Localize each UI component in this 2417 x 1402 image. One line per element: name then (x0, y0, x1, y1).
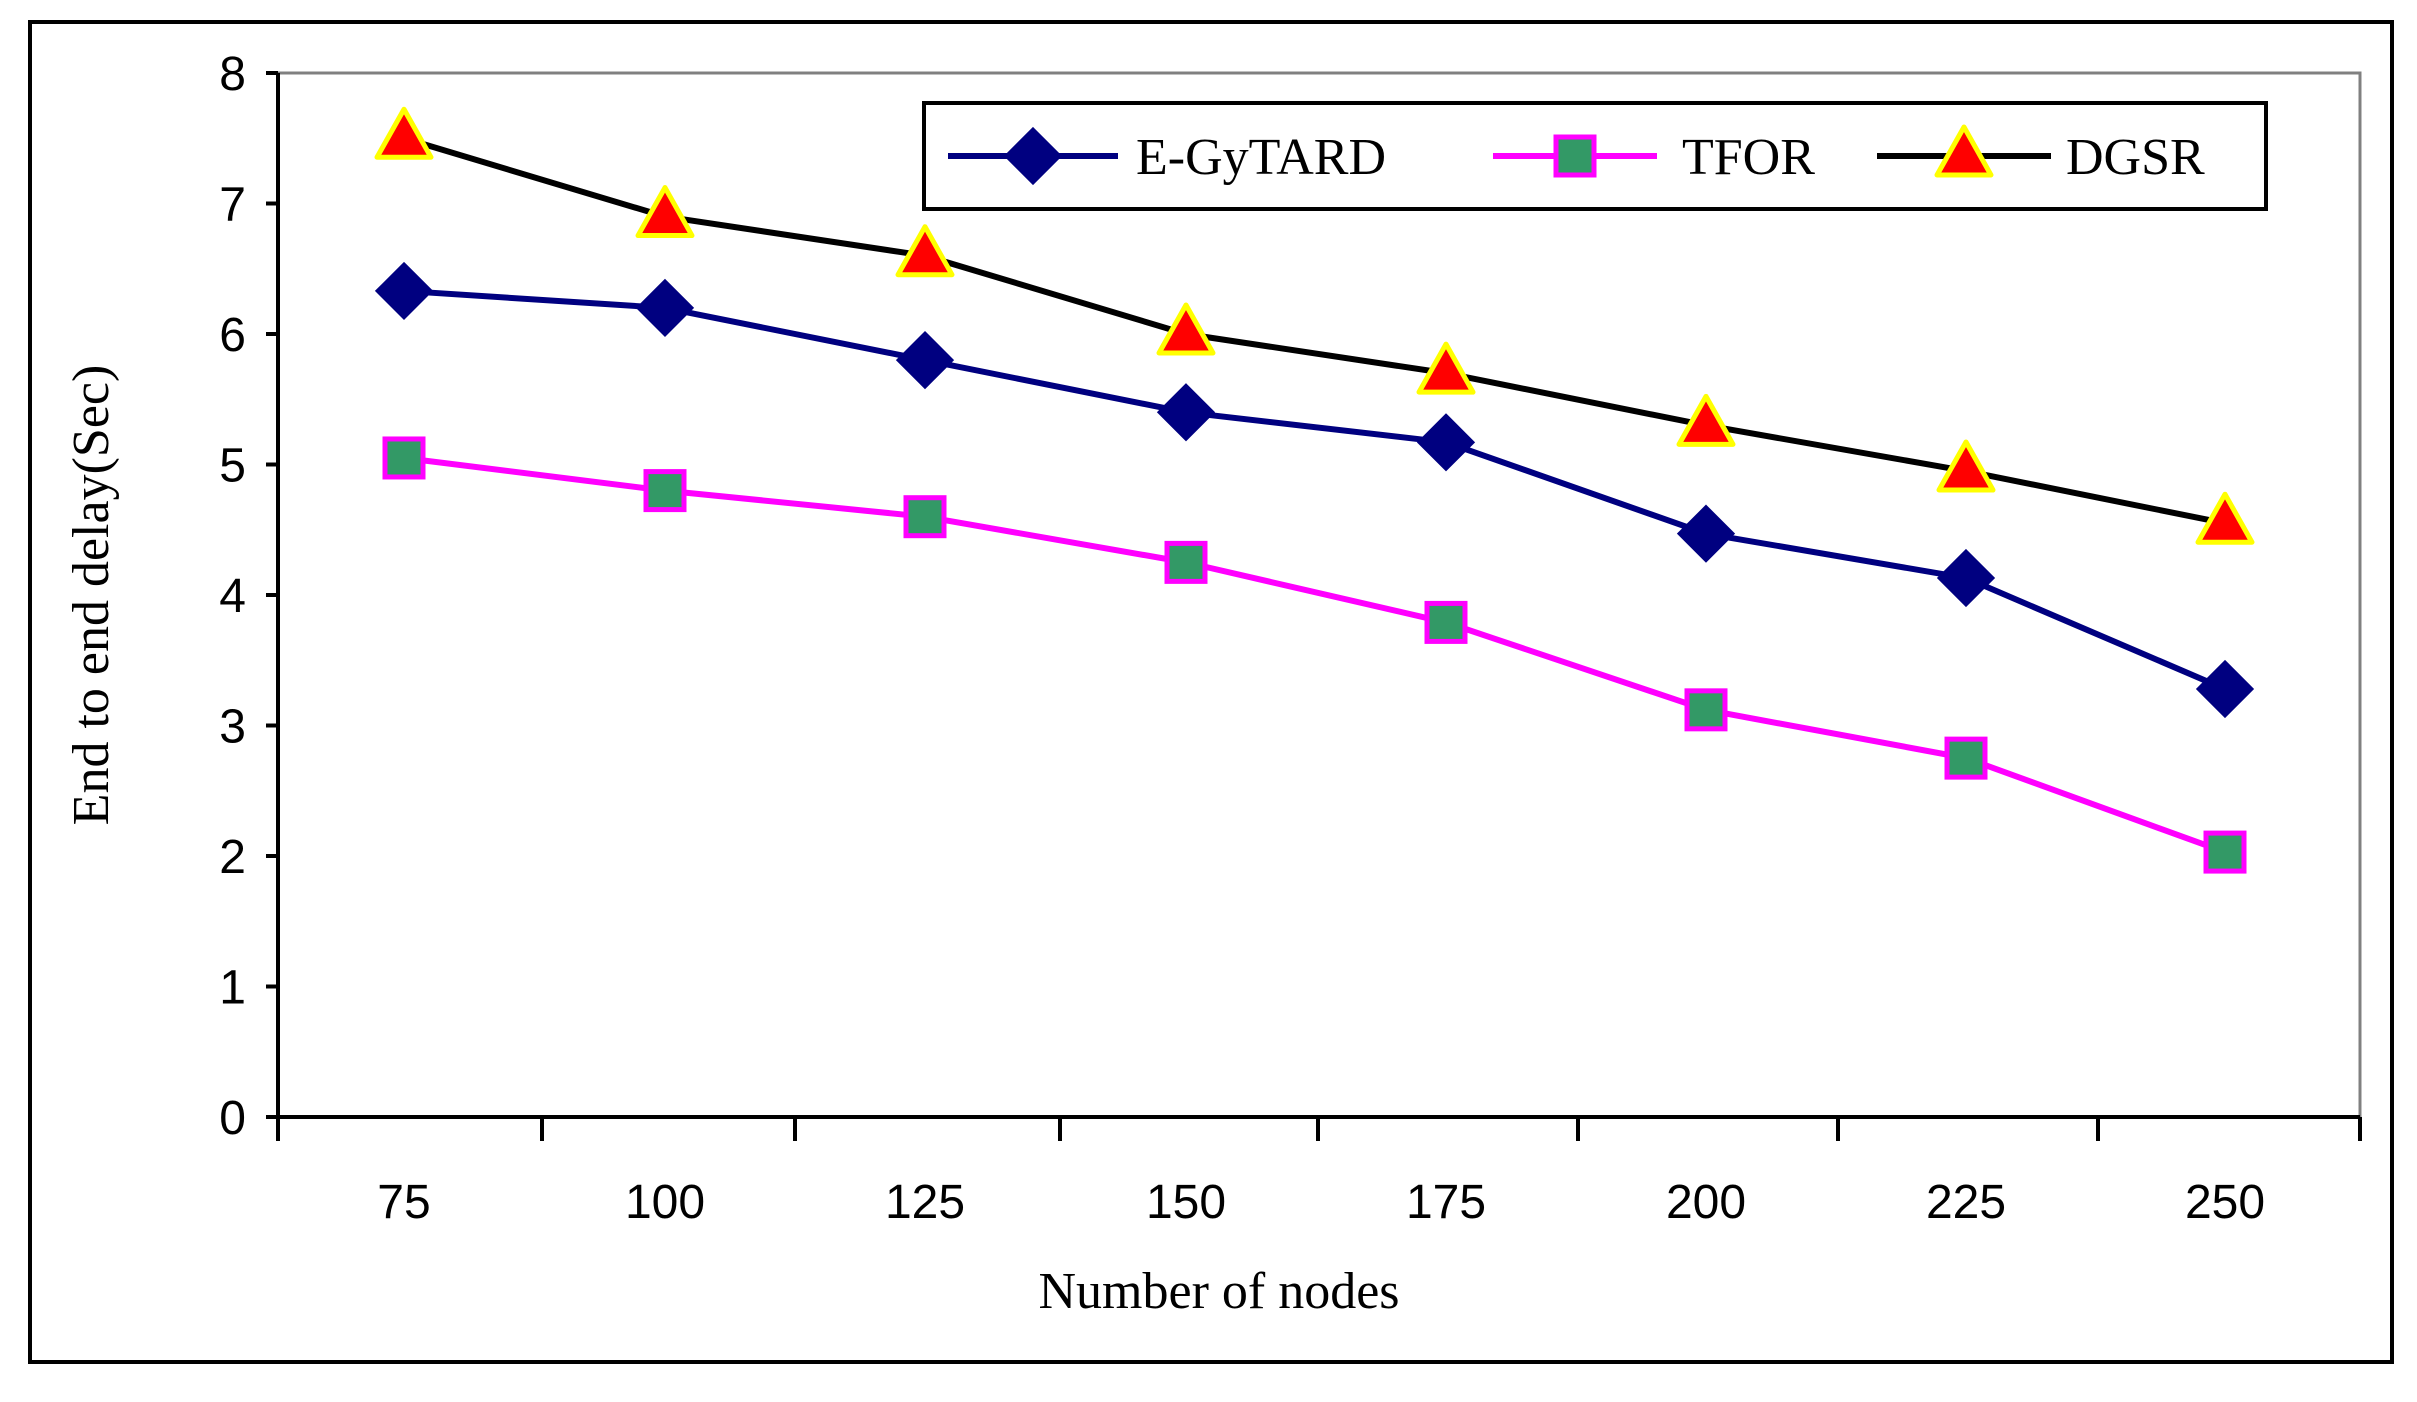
legend-marker-tfor (1553, 134, 1597, 178)
y-tick-label: 6 (219, 309, 246, 362)
data-point-dgsr (895, 224, 955, 278)
legend-marker-e-gytard (1003, 126, 1063, 186)
x-tick-label: 100 (625, 1176, 705, 1229)
data-point-tfor (2203, 830, 2247, 874)
outer-frame (28, 20, 2394, 1364)
legend-label-tfor: TFOR (1682, 129, 1815, 186)
y-tick-label: 5 (219, 440, 246, 493)
y-tick-label: 3 (219, 701, 246, 754)
data-point-tfor (1164, 540, 1208, 584)
data-point-dgsr (635, 185, 695, 239)
legend-label-dgsr: DGSR (2066, 129, 2205, 186)
data-point-dgsr (1936, 439, 1996, 493)
y-tick-label: 2 (219, 831, 246, 884)
data-point-dgsr (1676, 393, 1736, 447)
data-point-dgsr (374, 106, 434, 160)
legend-label-e-gytard: E-GyTARD (1136, 129, 1386, 186)
x-tick-label: 200 (1666, 1176, 1746, 1229)
data-point-dgsr (2195, 491, 2255, 545)
series-lines (403, 135, 2227, 855)
data-point-tfor (643, 469, 687, 513)
data-point-tfor (1944, 736, 1988, 780)
data-point-e-gytard (895, 330, 955, 390)
data-point-tfor (903, 495, 947, 539)
data-point-tfor (382, 436, 426, 480)
x-tick-label: 225 (1926, 1176, 2006, 1229)
series-markers (374, 106, 2255, 874)
data-point-dgsr (1416, 341, 1476, 395)
legend-marker-dgsr (1934, 124, 1994, 178)
y-tick-label: 8 (219, 48, 246, 101)
x-tick-label: 75 (377, 1176, 430, 1229)
data-point-e-gytard (1676, 504, 1736, 563)
data-point-e-gytard (1936, 548, 1996, 608)
x-axis-title: Number of nodes (1038, 1263, 1399, 1320)
y-tick-label: 7 (219, 179, 246, 232)
x-tick-label: 175 (1406, 1176, 1486, 1229)
x-tick-label: 125 (885, 1176, 965, 1229)
data-point-tfor (1684, 688, 1728, 732)
series-line-dgsr (403, 135, 2226, 527)
data-point-e-gytard (2195, 659, 2255, 719)
y-axis-title: End to end delay(Sec) (63, 365, 120, 826)
x-tick-label: 150 (1146, 1176, 1226, 1229)
x-ticks: 75 100 125 150 175 200 225 250 (276, 1117, 2362, 1229)
x-tick-label: 250 (2185, 1176, 2265, 1229)
data-point-dgsr (1156, 302, 1216, 356)
y-tick-label: 0 (219, 1092, 246, 1145)
series-line-e-gytard (403, 287, 2227, 692)
series-line-tfor (403, 454, 2227, 855)
data-point-e-gytard (1156, 383, 1216, 442)
data-point-tfor (1424, 600, 1468, 644)
data-point-e-gytard (374, 261, 434, 321)
data-point-e-gytard (1416, 413, 1476, 472)
y-tick-label: 4 (219, 570, 246, 623)
y-tick-label: 1 (219, 962, 246, 1015)
y-ticks: 0 1 2 3 4 5 6 7 8 (219, 48, 278, 1145)
data-point-e-gytard (635, 278, 695, 338)
legend: E-GyTARD TFOR DGSR (922, 101, 2268, 211)
